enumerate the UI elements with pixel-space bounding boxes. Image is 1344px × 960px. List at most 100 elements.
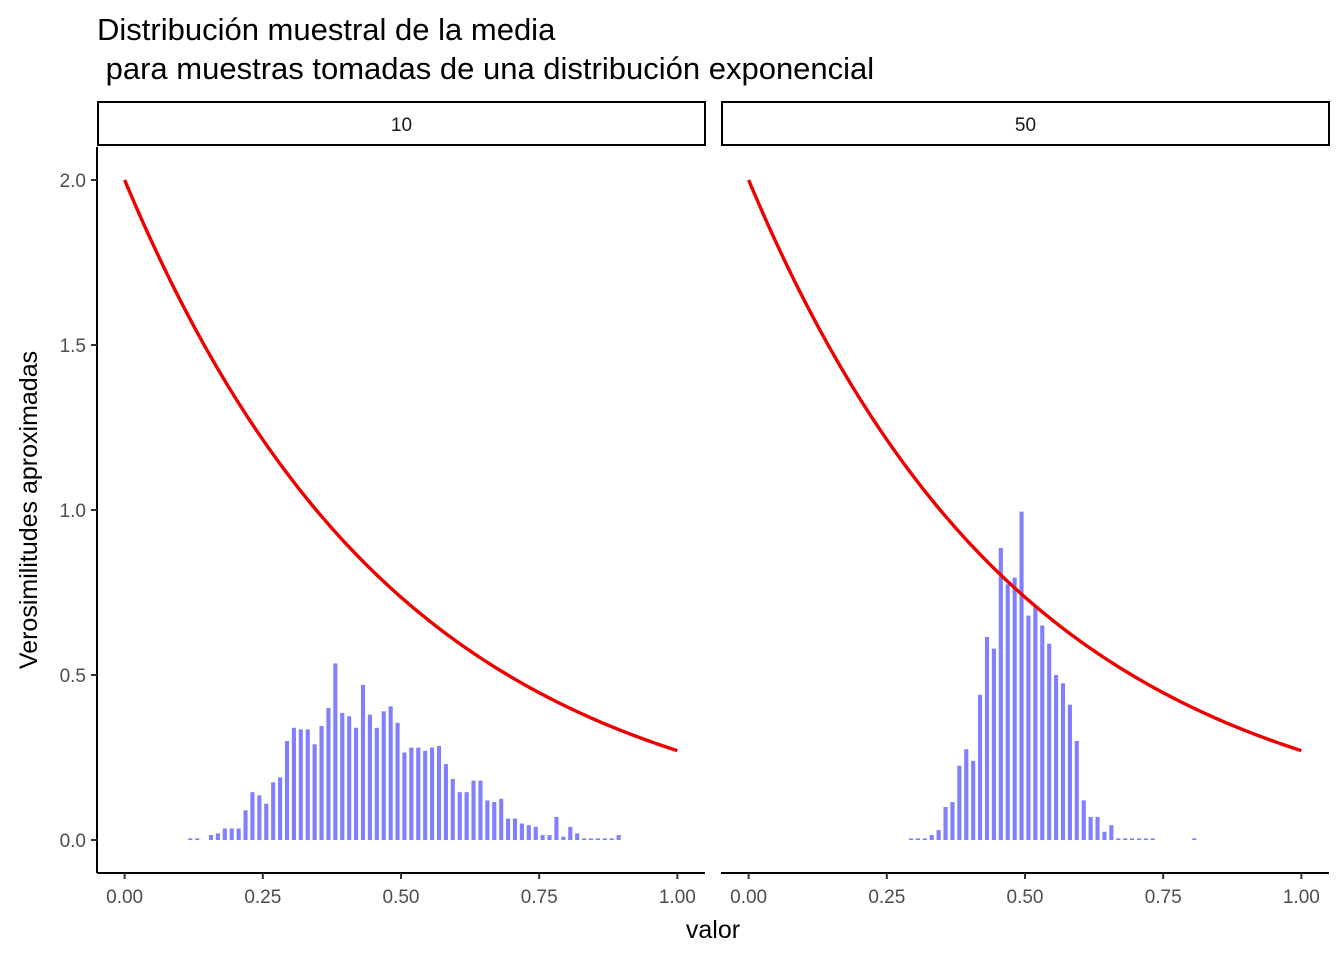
histogram-bar [1054,675,1059,840]
histogram-bar [561,836,566,840]
histogram-bar [195,838,200,840]
x-tick-label: 0.50 [1007,887,1044,908]
histogram-bar [512,818,518,840]
histogram-bar [499,798,504,840]
histogram-bar [1033,607,1038,840]
histogram-bar [1102,831,1107,840]
histogram-bar [1130,838,1135,840]
histogram-bar [950,802,955,840]
histogram-bar [943,807,948,840]
histogram-bar [547,835,552,840]
histogram-bar [1060,683,1066,840]
x-tick-label: 0.50 [383,887,420,908]
histogram-bar [215,833,220,840]
histogram-bar [436,745,442,840]
x-tick-label: 0.00 [106,887,143,908]
histogram-bar [402,752,407,840]
histogram-bar [243,810,248,840]
histogram-bar [554,816,559,840]
histogram-bar [616,835,621,840]
histogram-bar [333,663,338,840]
histogram-bar [478,780,483,840]
histogram-bar [991,648,996,840]
histogram-bar [1150,838,1155,840]
histogram-bar [278,777,283,840]
histogram-bar [929,835,934,840]
histogram-bar [271,782,276,840]
chart-title-line-1: Distribución muestral de la media [97,12,556,47]
histogram-bar [492,802,497,840]
y-tick-label: 2.0 [60,171,86,192]
facet-strip-label-50: 50 [1015,115,1036,136]
histogram-bar [450,778,455,840]
histogram-bar [284,741,290,840]
histogram-bar [998,547,1003,840]
histogram-bar [533,826,538,840]
facet-strip-50 [721,101,1330,146]
facet-strip-10 [97,101,706,146]
histogram-bar [908,838,914,840]
histogram-bar [595,838,600,840]
histogram-bar [312,744,317,840]
histogram-bars-10 [188,663,621,840]
histogram-bar [519,823,524,840]
histogram-bar [264,803,269,840]
histogram-bar [457,792,462,840]
histogram-bar [291,727,296,840]
x-tick-label: 0.75 [1145,887,1182,908]
histogram-bar [540,835,545,840]
histogram-bar [229,828,234,840]
histogram-bar [1067,704,1072,840]
histogram-bar [984,637,990,840]
histogram-bar [506,818,511,840]
x-tick-label: 1.00 [659,887,696,908]
histogram-bar [319,726,324,840]
x-tick-label: 0.25 [868,887,905,908]
histogram-bar [395,722,400,840]
histogram-bar [526,825,531,840]
histogram-bar [588,838,594,840]
histogram-bar [971,760,976,840]
histogram-bar [374,727,379,840]
histogram-bar [1040,625,1045,840]
histogram-bar [1019,511,1024,840]
histogram-bars-50 [908,511,1197,840]
histogram-bar [471,780,476,840]
histogram-bar [1074,741,1079,840]
x-axis-ticks-50: 0.00 0.25 0.50 0.75 1.00 [730,873,1320,908]
density-curve-10 [123,179,678,753]
histogram-bar [298,729,303,840]
histogram-bar [1081,800,1086,840]
histogram-bar [485,800,490,840]
histogram-bar [1123,838,1128,840]
histogram-bar [409,747,414,840]
histogram-bar [1095,816,1100,840]
histogram-bar [1012,577,1017,840]
histogram-bar [250,792,255,840]
histogram-bar [388,706,393,840]
histogram-bar [1047,643,1052,840]
histogram-bar [1192,838,1197,840]
facet-panel-10: 10 0.00 0.25 0.50 0.75 1.00 0.0 0.5 1.0 1.5 2.0 [60,101,706,908]
y-tick-label: 0.5 [60,666,86,687]
y-axis-title: Verosimilitudes aproximadas [15,351,43,669]
x-tick-label: 0.75 [521,887,558,908]
histogram-bar [423,750,428,840]
histogram-bar [236,828,241,840]
histogram-bar [416,747,421,840]
histogram-bar [222,828,227,840]
histogram-bar [568,826,573,840]
histogram-bar [464,792,469,840]
histogram-bar [922,838,927,840]
x-tick-label: 0.00 [730,887,767,908]
histogram-bar [430,747,435,840]
histogram-bar [957,765,962,840]
y-tick-label: 1.0 [60,501,86,522]
facet-strip-label-10: 10 [391,115,412,136]
histogram-bar [360,684,366,840]
histogram-bar [609,838,614,840]
y-tick-label: 0.0 [60,831,86,852]
chart-title-line-2: para muestras tomadas de una distribució… [97,51,874,86]
histogram-bar [1026,615,1031,840]
